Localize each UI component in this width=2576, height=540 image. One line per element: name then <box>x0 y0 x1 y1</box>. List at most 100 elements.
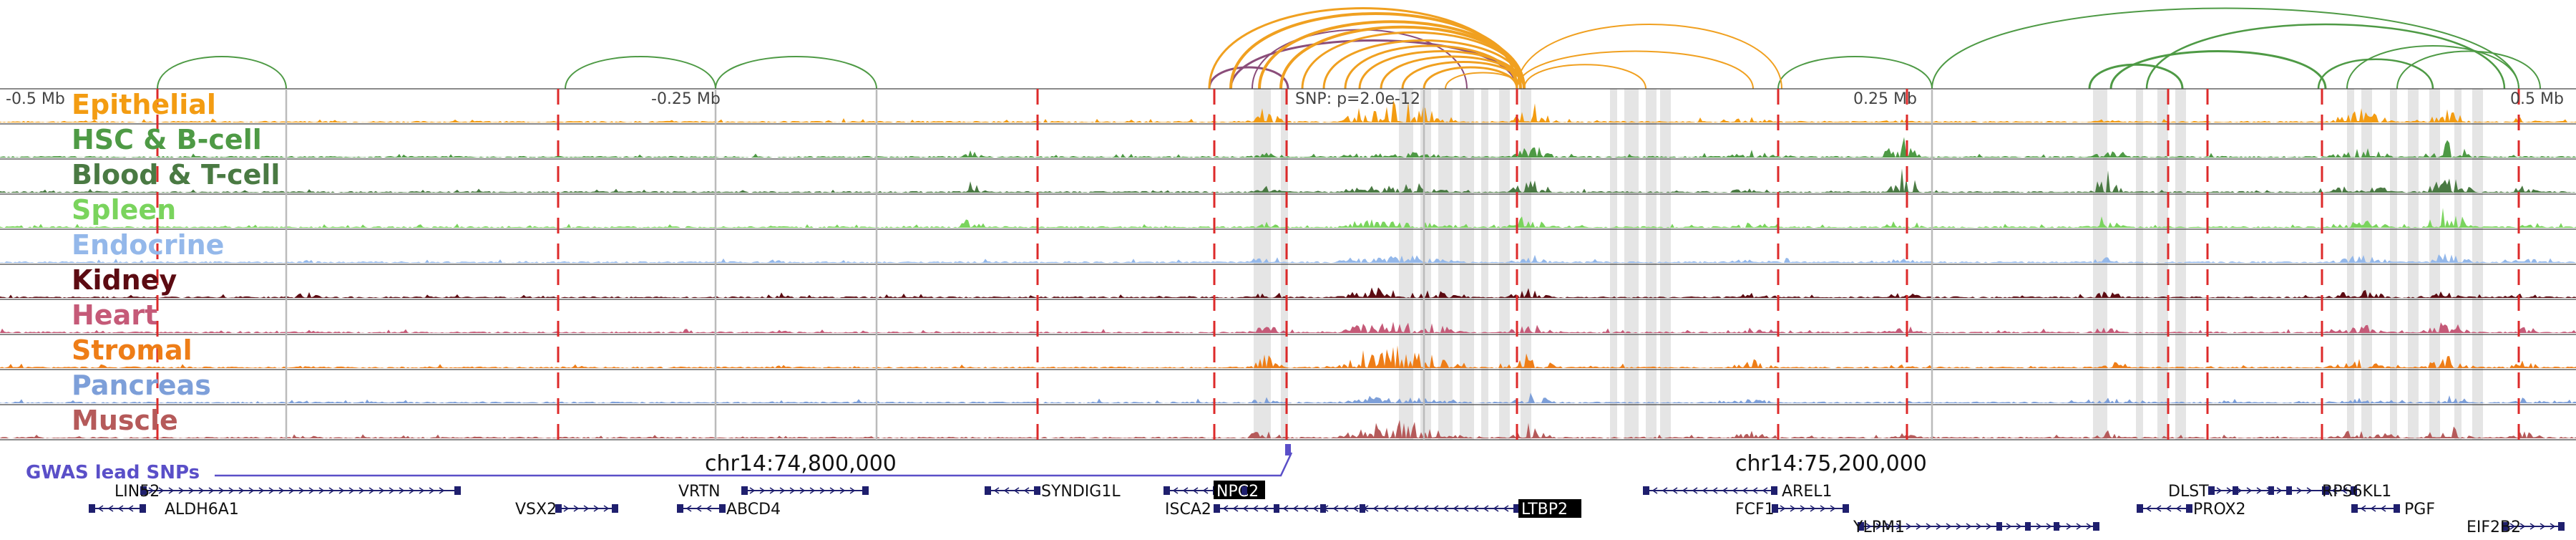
strand-arrow <box>749 487 756 494</box>
strand-arrow <box>419 487 425 494</box>
strand-arrow <box>1192 487 1199 494</box>
gene-label-box <box>1518 499 1581 518</box>
exon-block <box>1771 486 1777 495</box>
track-label: Epithelial <box>72 89 216 120</box>
strand-arrow <box>1936 523 1942 530</box>
gene-label: DLST <box>2168 483 2209 501</box>
exon-block <box>1772 504 1778 513</box>
strand-arrow <box>1926 523 1932 530</box>
strand-arrow <box>158 487 165 494</box>
chromatin-loop-arc <box>565 56 716 90</box>
chromatin-loop-arc <box>1208 66 1289 90</box>
strand-arrow <box>318 487 325 494</box>
strand-arrow <box>1443 505 1449 512</box>
strand-arrow <box>2226 487 2233 494</box>
strand-arrow <box>2529 523 2536 530</box>
exon-block <box>2286 486 2292 495</box>
strand-arrow <box>348 487 355 494</box>
exon-block <box>2025 522 2031 531</box>
snp-p-value-label: SNP: p=2.0e-12 <box>1295 90 1420 108</box>
gene-label: ALDH6A1 <box>165 501 239 519</box>
strand-arrow <box>1372 505 1379 512</box>
track-label: Spleen <box>72 194 176 226</box>
strand-arrow <box>1682 487 1688 494</box>
gene-annotations: LIN52 ALDH6A1 VSX2 VRTN ABCD4 SYNDIG1L NPC2 ISC… <box>89 481 2565 536</box>
exon-block <box>1643 486 1649 495</box>
strand-arrow <box>2331 487 2338 494</box>
gwas-lead-snps-label: GWAS lead SNPs <box>26 462 200 483</box>
strand-arrow <box>107 505 114 512</box>
exon-block <box>2186 504 2192 513</box>
exon-block <box>1320 504 1326 513</box>
strand-arrow <box>849 487 856 494</box>
exon-block <box>1274 504 1279 513</box>
strand-arrow <box>1916 523 1922 530</box>
strand-arrow <box>1312 505 1319 512</box>
gene-label: EIF2B2 <box>2467 519 2521 536</box>
exon-block <box>1843 504 1849 513</box>
strand-arrow <box>1003 487 1010 494</box>
strand-arrow <box>338 487 345 494</box>
strand-arrow <box>2006 523 2012 530</box>
strand-arrow <box>1433 505 1439 512</box>
strand-arrow <box>1652 487 1658 494</box>
strand-arrow <box>839 487 846 494</box>
strand-arrow <box>1762 487 1768 494</box>
strand-arrow <box>238 487 245 494</box>
strand-arrow <box>1820 505 1826 512</box>
exon-block <box>2351 504 2358 513</box>
chromatin-loop-arc <box>1322 39 1526 90</box>
strand-arrow <box>379 487 385 494</box>
coordinate-label: chr14:74,800,000 <box>705 451 897 476</box>
track-signal <box>0 392 2576 403</box>
strand-arrow <box>1402 505 1409 512</box>
strand-arrow <box>563 505 570 512</box>
track-label: Blood & T-cell <box>72 159 280 191</box>
gene-label: YLPM1 <box>1853 519 1905 536</box>
strand-arrow <box>2360 505 2366 512</box>
strand-arrow <box>2145 505 2152 512</box>
chromatin-loop-arc <box>1516 24 1782 90</box>
gene-label: SYNDIG1L <box>1041 483 1121 501</box>
axis-tick-label: -0.25 Mb <box>651 90 721 108</box>
strand-arrow <box>2036 523 2042 530</box>
strand-arrow <box>328 487 335 494</box>
strand-arrow <box>218 487 225 494</box>
strand-arrow <box>799 487 806 494</box>
track-signal <box>0 322 2576 333</box>
gene-label: PROX2 <box>2193 501 2246 519</box>
strand-arrow <box>1222 505 1229 512</box>
strand-arrow <box>1742 487 1748 494</box>
gene-label: NPC2 <box>1216 483 1259 501</box>
strand-arrow <box>1966 523 1972 530</box>
strand-arrow <box>1392 505 1399 512</box>
strand-arrow <box>809 487 816 494</box>
gene-label: RPS6KL1 <box>2322 483 2391 501</box>
exon-block <box>1858 522 1864 531</box>
strand-arrow <box>769 487 776 494</box>
strand-arrow <box>358 487 365 494</box>
strand-arrow <box>1885 523 1892 530</box>
exon-block <box>140 486 147 495</box>
strand-arrow <box>1483 505 1489 512</box>
strand-arrow <box>2550 523 2556 530</box>
strand-arrow <box>1252 505 1259 512</box>
strand-arrow <box>2076 523 2082 530</box>
strand-arrow <box>409 487 415 494</box>
chromatin-loop-arc <box>2109 50 2327 90</box>
strand-arrow <box>439 487 445 494</box>
gene-label: PGF <box>2404 501 2435 519</box>
chromatin-loop-arc <box>715 56 877 90</box>
strand-arrow <box>1342 505 1349 512</box>
strand-arrow <box>1382 505 1389 512</box>
strand-arrow <box>993 487 1000 494</box>
gene-label: ISCA2 <box>1165 501 1211 519</box>
exon-block <box>1214 504 1220 513</box>
chromatin-loop-arc <box>1516 50 1754 90</box>
strand-arrow <box>2380 505 2386 512</box>
chromatin-loop-arc <box>2088 63 2184 90</box>
strand-arrow <box>2155 505 2162 512</box>
strand-arrow <box>1423 505 1429 512</box>
strand-arrow <box>1790 505 1796 512</box>
